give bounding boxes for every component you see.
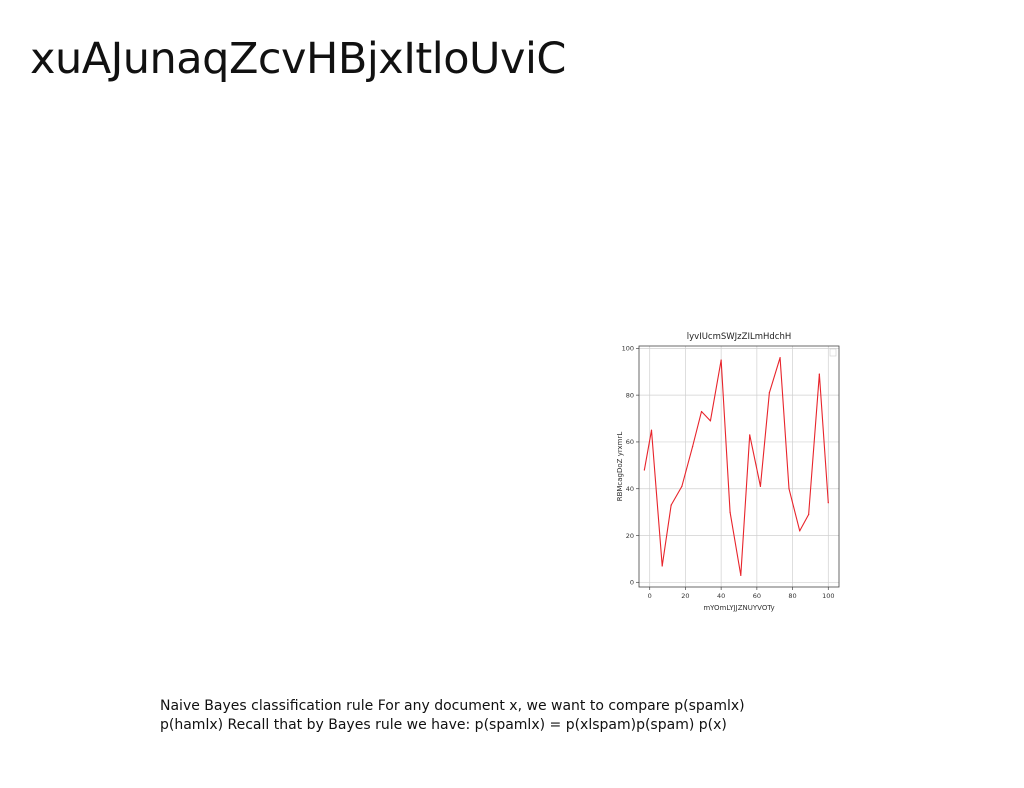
x-tick-label: 20 [681,592,689,600]
body-line-2: p(hamlx) Recall that by Bayes rule we ha… [160,717,727,733]
data-point [720,359,722,361]
line-chart: lyvIUcmSWJzZILmHdchH 0 20 40 60 80 100 0 20 40 60… [608,326,844,618]
y-tick-label: 60 [626,438,634,446]
data-point [681,485,683,487]
data-point [670,504,672,506]
plot-frame [638,345,840,588]
legend-box [829,348,837,357]
data-point [650,429,653,431]
x-tick-label: 80 [788,592,796,600]
y-tick-label: 0 [630,579,634,587]
y-tick-label: 20 [626,532,634,540]
x-tick-label: 0 [648,592,652,600]
data-point [700,410,703,413]
y-tick-label: 80 [626,391,634,399]
data-point [691,446,694,448]
y-axis-label: RBMcagDoZ yrxmrL [616,432,624,502]
y-tick-label: 40 [626,485,634,493]
chart-gridlines [639,346,839,587]
data-point [818,373,820,375]
data-point [799,530,801,532]
data-point [788,488,790,490]
data-point [661,565,663,567]
body-text: Naive Bayes classification rule For any … [160,697,800,735]
chart-title: lyvIUcmSWJzZILmHdchH [687,332,791,342]
chart-canvas: lyvIUcmSWJzZILmHdchH 0 20 40 60 80 100 0 20 40 60… [616,332,840,612]
data-point [808,513,810,516]
data-point [643,469,645,471]
data-point [709,420,712,422]
x-tick-label: 100 [822,592,834,600]
x-tick-label: 60 [753,592,761,600]
data-point [768,392,770,394]
x-axis-label: mYOmLYJJZNUYVOTy [703,604,774,612]
data-point [827,502,829,504]
data-point [749,434,751,436]
series-line [643,357,829,576]
slide-title: xuAJunaqZcvHBjxItloUviC [30,34,566,84]
chart-ticks: 0 20 40 60 80 100 0 20 40 60 80 100 [622,345,835,600]
x-tick-label: 40 [717,592,725,600]
body-line-1: Naive Bayes classification rule For any … [160,698,745,714]
data-point [740,574,742,576]
data-point [759,485,762,487]
y-tick-label: 100 [622,345,634,353]
data-point [729,511,731,513]
data-point [779,357,781,359]
chart-series [643,357,829,576]
